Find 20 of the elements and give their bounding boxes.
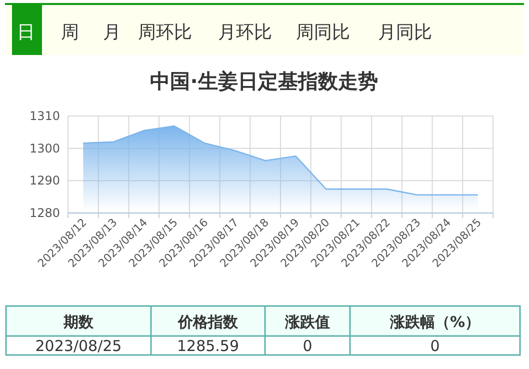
text: 涨跌幅（%） [388,313,480,331]
y-tick-label: 1290 [29,174,60,188]
y-tick-label: 1280 [29,206,60,220]
y-tick-label: 1310 [29,109,60,123]
text: 周 [61,22,79,43]
text: 月同比 [378,22,432,43]
text: 周环比 [138,22,192,43]
text: 0 [302,337,312,355]
text: 期数 [62,313,94,331]
text: 涨跌值 [284,313,330,331]
text: 周同比 [296,22,350,43]
text: 日 [17,22,35,43]
y-tick-label: 1300 [29,141,60,156]
text: 1285.59 [176,337,240,355]
text: 月 [103,22,121,43]
chart-title: 中国·生姜日定基指数走势 [150,69,378,93]
text: 0 [430,337,440,355]
text: 价格指数 [177,313,239,331]
text: 2023/08/25 [35,337,122,355]
text: 月环比 [218,22,272,43]
